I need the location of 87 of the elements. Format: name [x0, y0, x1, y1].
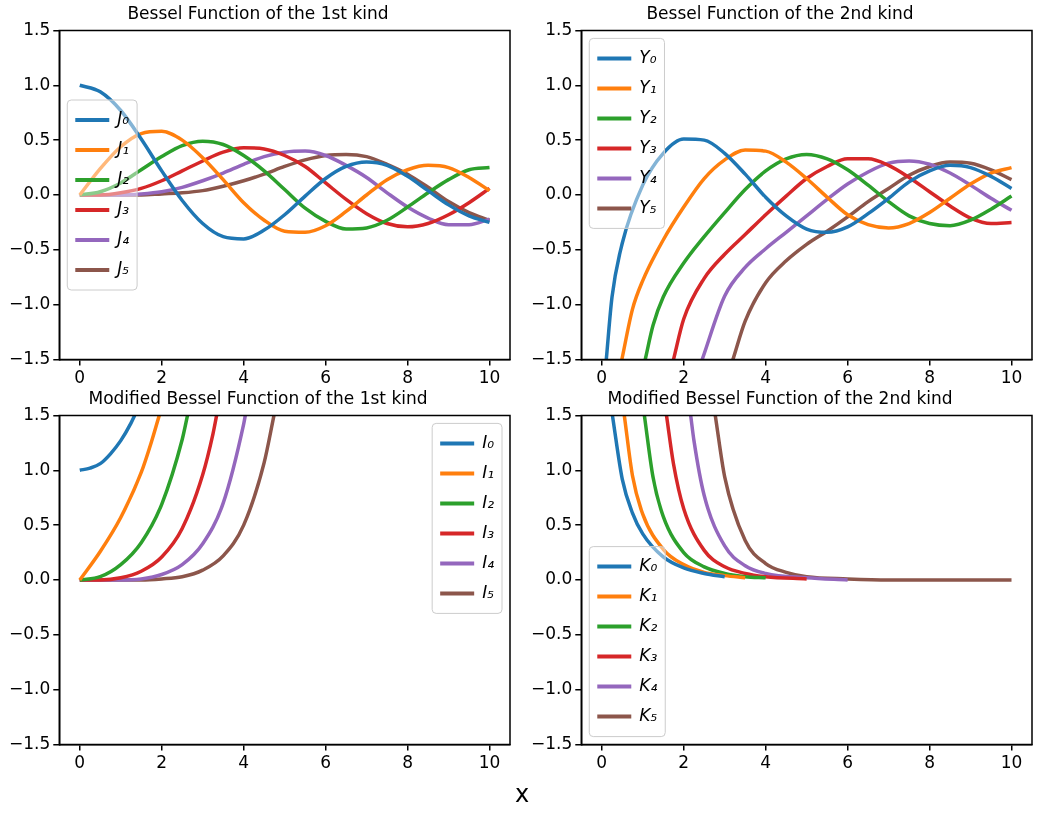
legend-label: J₃ — [114, 198, 130, 219]
x-tick-label: 2 — [156, 367, 168, 388]
chart-title: Bessel Function of the 1st kind — [127, 2, 389, 23]
x-tick-label: 0 — [74, 367, 86, 388]
y-tick-label: 0.5 — [545, 128, 573, 149]
y-tick-label: 0.0 — [545, 568, 573, 589]
legend-label: I₄ — [482, 551, 495, 572]
x-tick-label: 2 — [678, 752, 690, 773]
y-tick-label: 1.5 — [545, 403, 573, 424]
x-tick-label: 2 — [678, 367, 690, 388]
x-tick-label: 10 — [1000, 367, 1023, 388]
legend-label: I₂ — [482, 491, 495, 512]
legend-label: K₄ — [639, 675, 658, 696]
x-tick-label: 6 — [320, 367, 332, 388]
legend-label: Y₄ — [639, 166, 657, 187]
legend-label: K₁ — [639, 585, 658, 606]
legend-label: K₃ — [639, 645, 658, 666]
x-tick-label: 2 — [156, 752, 168, 773]
y-tick-label: 0.0 — [545, 183, 573, 204]
x-tick-label: 4 — [760, 752, 772, 773]
y-tick-label: 1.5 — [23, 18, 51, 39]
legend-label: J₅ — [114, 258, 130, 279]
legend-label: J₀ — [114, 108, 130, 129]
y-tick-label: 0.5 — [23, 513, 51, 534]
y-tick-label: 1.5 — [23, 403, 51, 424]
legend-label: I₁ — [482, 461, 495, 482]
y-tick-label: −0.5 — [531, 238, 573, 259]
y-tick-label: −0.5 — [9, 623, 51, 644]
line-series — [664, 415, 809, 581]
x-tick-label: 4 — [760, 367, 772, 388]
y-tick-label: 0.5 — [545, 513, 573, 534]
x-tick-label: 10 — [478, 752, 501, 773]
y-tick-label: 1.5 — [545, 18, 573, 39]
x-axis-title: x — [513, 780, 531, 808]
y-tick-label: 0.0 — [23, 568, 51, 589]
x-tick-label: 6 — [842, 752, 854, 773]
legend-label: K₂ — [639, 615, 658, 636]
legend-label: Y₁ — [639, 76, 657, 97]
y-tick-label: 1.0 — [545, 73, 573, 94]
x-tick-label: 8 — [924, 752, 935, 773]
y-tick-label: −1.0 — [9, 678, 51, 699]
line-series — [78, 415, 162, 582]
chart-title: Modified Bessel Function of the 1st kind — [88, 387, 428, 408]
x-tick-label: 10 — [478, 367, 501, 388]
y-tick-label: −1.5 — [9, 348, 51, 369]
legend-label: J₄ — [114, 228, 130, 249]
legend-label: J₂ — [114, 168, 130, 189]
x-tick-label: 8 — [402, 752, 413, 773]
y-tick-label: −1.5 — [531, 733, 573, 754]
y-tick-label: −0.5 — [9, 238, 51, 259]
line-series — [78, 415, 137, 473]
legend-label: Y₂ — [639, 106, 657, 127]
x-tick-label: 4 — [238, 367, 250, 388]
y-tick-label: −1.0 — [531, 678, 573, 699]
legend-label: J₁ — [114, 138, 130, 159]
y-tick-label: −0.5 — [531, 623, 573, 644]
y-tick-label: −1.0 — [9, 293, 51, 314]
x-tick-label: 0 — [596, 367, 608, 388]
x-tick-label: 6 — [320, 752, 332, 773]
y-tick-label: 0.0 — [23, 183, 51, 204]
x-tick-label: 8 — [402, 367, 413, 388]
y-tick-label: −1.5 — [9, 733, 51, 754]
y-tick-label: −1.0 — [531, 293, 573, 314]
legend-label: I₃ — [482, 521, 495, 542]
x-tick-label: 0 — [596, 752, 608, 773]
y-tick-label: 0.5 — [23, 128, 51, 149]
x-tick-label: 4 — [238, 752, 250, 773]
legend-label: K₅ — [639, 705, 658, 726]
legend-label: Y₃ — [639, 136, 657, 157]
legend-label: K₀ — [639, 555, 658, 576]
x-tick-label: 10 — [1000, 752, 1023, 773]
legend-label: Y₅ — [639, 196, 657, 217]
x-tick-label: 6 — [842, 367, 854, 388]
legend-label: I₀ — [482, 431, 495, 452]
y-tick-label: 1.0 — [23, 73, 51, 94]
legend-label: I₅ — [482, 581, 495, 602]
y-tick-label: 1.0 — [545, 458, 573, 479]
x-tick-label: 0 — [74, 752, 86, 773]
x-tick-label: 8 — [924, 367, 935, 388]
line-series — [688, 415, 850, 582]
line-series — [78, 415, 190, 582]
chart-title: Modified Bessel Function of the 2nd kind — [607, 387, 953, 408]
legend-label: Y₀ — [639, 46, 657, 67]
line-series — [610, 415, 727, 579]
y-tick-label: −1.5 — [531, 348, 573, 369]
y-tick-label: 1.0 — [23, 458, 51, 479]
chart-title: Bessel Function of the 2nd kind — [646, 2, 914, 23]
